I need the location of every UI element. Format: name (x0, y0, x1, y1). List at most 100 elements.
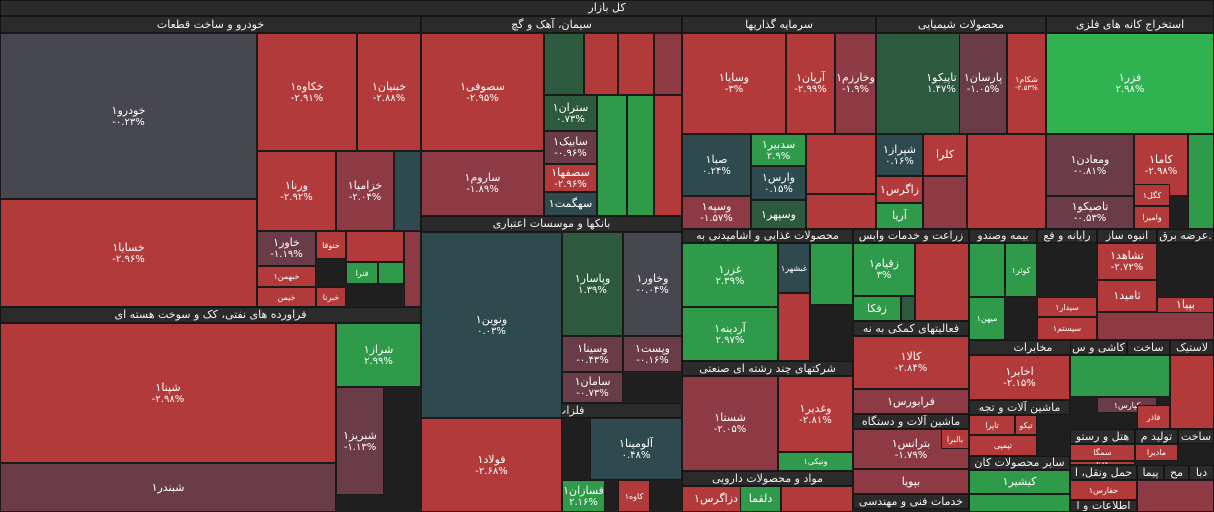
stock-tile-کاوه۱[interactable]: کاوه۱ (618, 480, 650, 512)
sector-header-سیمان-آهک-و-گچ[interactable]: سیمان، آهک و گچ (421, 16, 682, 33)
sector-header-شرکتهای-چند-رشته-ای-صنعتی[interactable]: شرکتهای چند رشته ای صنعتی (682, 361, 853, 376)
stock-tile-فنرا[interactable]: فنرا (346, 262, 378, 284)
stock-tile-وسپهر۱[interactable]: وسپهر۱ (751, 200, 806, 229)
stock-tile-item-18[interactable] (544, 33, 584, 95)
stock-tile-کلرا[interactable]: کلرا (923, 134, 967, 176)
stock-tile-ونوین۱[interactable]: ونوین۱ ۰.۰۳% (421, 232, 562, 418)
stock-tile-خودرو۱[interactable]: خودرو۱ -۰.۲۳% (0, 33, 257, 199)
stock-tile-کگل۱[interactable]: کگل۱ (1134, 184, 1170, 206)
stock-tile-خکاوه۱[interactable]: خکاوه۱ -۲.۹۱% (257, 33, 357, 151)
sector-header-مواد-و-محصولات-دارویی[interactable]: مواد و محصولات دارویی (682, 471, 853, 486)
stock-tile-item-81[interactable] (969, 243, 1005, 297)
stock-tile-وپست۱[interactable]: وپست۱ -۰.۱۶% (623, 336, 682, 372)
sector-header-تولید-م[interactable]: تولید م (1135, 429, 1178, 444)
sector-header-سایر-محصولات-کان[interactable]: سایر محصولات کان (969, 456, 1070, 470)
stock-tile-ستران۱[interactable]: ستران۱ ۰.۷۳% (544, 95, 597, 131)
stock-tile-آریا[interactable]: آریا (876, 203, 923, 229)
stock-tile-زقیام۱[interactable]: زقیام۱ ۳% (853, 243, 915, 296)
sector-header-سرمایه-گذاریها[interactable]: سرمایه گذاریها (682, 16, 876, 33)
stock-tile-شپراز۱[interactable]: شپراز۱ ۰.۱۶% (876, 134, 923, 176)
stock-tile-زفکا[interactable]: زفکا (853, 296, 901, 321)
sector-header-خدمات-فنی-و-مهندسی[interactable]: خدمات فنی و مهندسی (853, 494, 969, 509)
stock-tile-سیدار۱[interactable]: سیدار۱ (1037, 297, 1097, 317)
stock-tile-مادیرا[interactable]: مادیرا (1135, 444, 1178, 461)
sector-header-بانکها-و-موسسات-اعتباری[interactable]: بانکها و موسسات اعتباری (421, 216, 682, 232)
stock-tile-وغدیر۱[interactable]: وغدیر۱ -۲.۸۱% (778, 376, 853, 452)
stock-tile-سدبیر۱[interactable]: سدبیر۱ ۲.۹% (751, 134, 806, 166)
stock-tile-سامان۱[interactable]: سامان۱ -۰.۷۳% (562, 372, 623, 403)
stock-tile-item-37[interactable] (806, 134, 876, 194)
stock-tile-item-112[interactable] (1137, 480, 1214, 512)
stock-tile-item-26[interactable] (597, 95, 627, 216)
stock-tile-شپنا۱[interactable]: شپنا۱ -۲.۹۸% (0, 323, 336, 463)
stock-tile-item-13[interactable] (378, 262, 404, 284)
stock-tile-item-15[interactable] (404, 231, 421, 307)
stock-tile-سابیک۱[interactable]: سابیک۱ -۰.۹۶% (544, 131, 597, 164)
stock-tile-تاصیکو۱[interactable]: تاصیکو۱ -۰.۵۳% (1046, 196, 1134, 229)
stock-tile-خبهمن۱[interactable]: خبهمن۱ (257, 266, 316, 287)
sector-header-هتل-و-رستو[interactable]: هتل و رستو (1070, 429, 1135, 444)
stock-tile-سمگا[interactable]: سمگا (1070, 444, 1135, 461)
stock-tile-فزر۱[interactable]: فزر۱ ۲.۹۸% (1046, 33, 1214, 134)
sector-header-اطلاعات-و-ا[interactable]: اطلاعات و ا (1070, 500, 1137, 512)
stock-tile-item-54[interactable] (1188, 134, 1214, 229)
stock-tile-پارسان۱[interactable]: پارسان۱ -۱.۰۵% (959, 33, 1007, 134)
stock-tile-اخابر۱[interactable]: اخابر۱ -۲.۱۵% (969, 355, 1070, 400)
sector-header-پیما[interactable]: پیما (1137, 465, 1164, 480)
stock-tile-item-47[interactable] (923, 176, 967, 229)
stock-tile-شکام۱[interactable]: شکام۱ -۲.۵۳% (1007, 33, 1046, 134)
stock-tile-وپاسار۱[interactable]: وپاسار۱ ۱.۳۹% (562, 232, 623, 336)
stock-tile-آلومینا۱[interactable]: آلومینا۱ ۰.۴۸% (590, 418, 682, 480)
stock-tile-item-5[interactable] (394, 151, 421, 231)
stock-tile-وخاور۱[interactable]: وخاور۱ -۰.۰۴% (623, 232, 682, 336)
stock-tile-میهن۱[interactable]: میهن۱ (969, 297, 1005, 340)
stock-tile-وسپه۱[interactable]: وسپه۱ -۱.۵۷% (682, 196, 751, 229)
market-title[interactable]: کل بازار (0, 0, 1214, 16)
stock-tile-شبندر۱[interactable]: شبندر۱ (0, 463, 336, 512)
stock-tile-شراز۱[interactable]: شراز۱ ۲.۹۹% (336, 323, 421, 387)
sector-header-مح[interactable]: مح (1164, 465, 1189, 480)
stock-tile-item-21[interactable] (654, 33, 682, 95)
stock-tile-item-110[interactable] (781, 486, 853, 512)
stock-tile-سصفها۱[interactable]: سصفها۱ -۲.۹۶% (544, 164, 597, 192)
stock-tile-غبشهر۱[interactable]: غبشهر۱ (778, 243, 810, 293)
stock-tile-item-68[interactable] (810, 243, 853, 305)
stock-tile-فسازان۱[interactable]: فسازان۱ ۲.۱۶% (562, 480, 605, 512)
stock-tile-item-20[interactable] (618, 33, 654, 95)
stock-tile-تیکو[interactable]: تیکو (1015, 415, 1037, 435)
stock-tile-ورنا۱[interactable]: ورنا۱ -۲.۹۲% (257, 151, 336, 231)
stock-tile-گدنا[interactable]: گدنا (1070, 461, 1135, 465)
stock-tile-زاگرس۱[interactable]: زاگرس۱ (876, 176, 923, 203)
sector-header-کاشی-و-س[interactable]: کاشی و س (1070, 340, 1127, 355)
stock-tile-کوثر۱[interactable]: کوثر۱ (1005, 243, 1037, 297)
stock-tile-کیشیر۱[interactable]: کیشیر۱ (969, 470, 1070, 494)
stock-tile-خسایا۱[interactable]: خسایا۱ -۲.۹۶% (0, 199, 257, 307)
sector-header-ماشین-آلات-و-دستگاه[interactable]: ماشین آلات و دستگاه (853, 414, 969, 429)
sector-header-استخراج-کانه-های-فلزی[interactable]: استخراج کانه های فلزی (1046, 16, 1214, 33)
stock-tile-item-111[interactable] (969, 494, 1070, 512)
sector-header-فعالیتهای-کمکی-به-نه[interactable]: فعالیتهای کمکی به نه (853, 321, 969, 336)
stock-tile-دزاگرس۱[interactable]: دزاگرس۱ (682, 486, 750, 512)
stock-tile-item-28[interactable] (654, 95, 682, 216)
stock-tile-دلقما[interactable]: دلقما (740, 486, 781, 512)
sector-header-عرضه-برق[interactable]: عرضه برق. (1157, 229, 1214, 243)
stock-tile-آریان۱[interactable]: آریان۱ -۲.۹۹% (786, 33, 835, 134)
stock-tile-تاپرا[interactable]: تاپرا (969, 415, 1015, 435)
stock-tile-بالبرا[interactable]: بالبرا (941, 429, 969, 449)
stock-tile-وسایا۱[interactable]: وسایا۱ -۳% (682, 33, 786, 134)
stock-tile-خنوفا[interactable]: خنوفا (316, 231, 346, 259)
stock-tile-وارس۱[interactable]: وارس۱ ۰.۱۵% (751, 166, 806, 200)
sector-header-دبا[interactable]: دبا (1189, 465, 1214, 480)
sector-header-زراعت-و-خدمات-وابس[interactable]: زراعت و خدمات وابس (853, 229, 969, 243)
sector-header-انبوه-ساز[interactable]: انبوه ساز (1097, 229, 1157, 243)
stock-tile-غزر۱[interactable]: غزر۱ ۲.۳۹% (682, 243, 778, 307)
stock-tile-ساروم۱[interactable]: ساروم۱ -۱.۸۹% (421, 151, 544, 216)
stock-tile-شبریز۱[interactable]: شبریز۱ -۱.۱۳% (336, 387, 384, 495)
stock-tile-شستا۱[interactable]: شستا۱ -۲.۰۵% (682, 376, 778, 471)
stock-tile-آردینه۱[interactable]: آردینه۱ ۲.۹۷% (682, 307, 778, 361)
sector-header-لاستیک[interactable]: لاستیک (1170, 340, 1214, 355)
stock-tile-فولاد۱[interactable]: فولاد۱ -۲.۶۸% (421, 418, 562, 512)
stock-tile-item-88[interactable] (1070, 355, 1170, 397)
stock-tile-item-38[interactable] (806, 194, 876, 229)
sector-header-بیمه-وصندو[interactable]: بیمه وصندو (969, 229, 1037, 243)
